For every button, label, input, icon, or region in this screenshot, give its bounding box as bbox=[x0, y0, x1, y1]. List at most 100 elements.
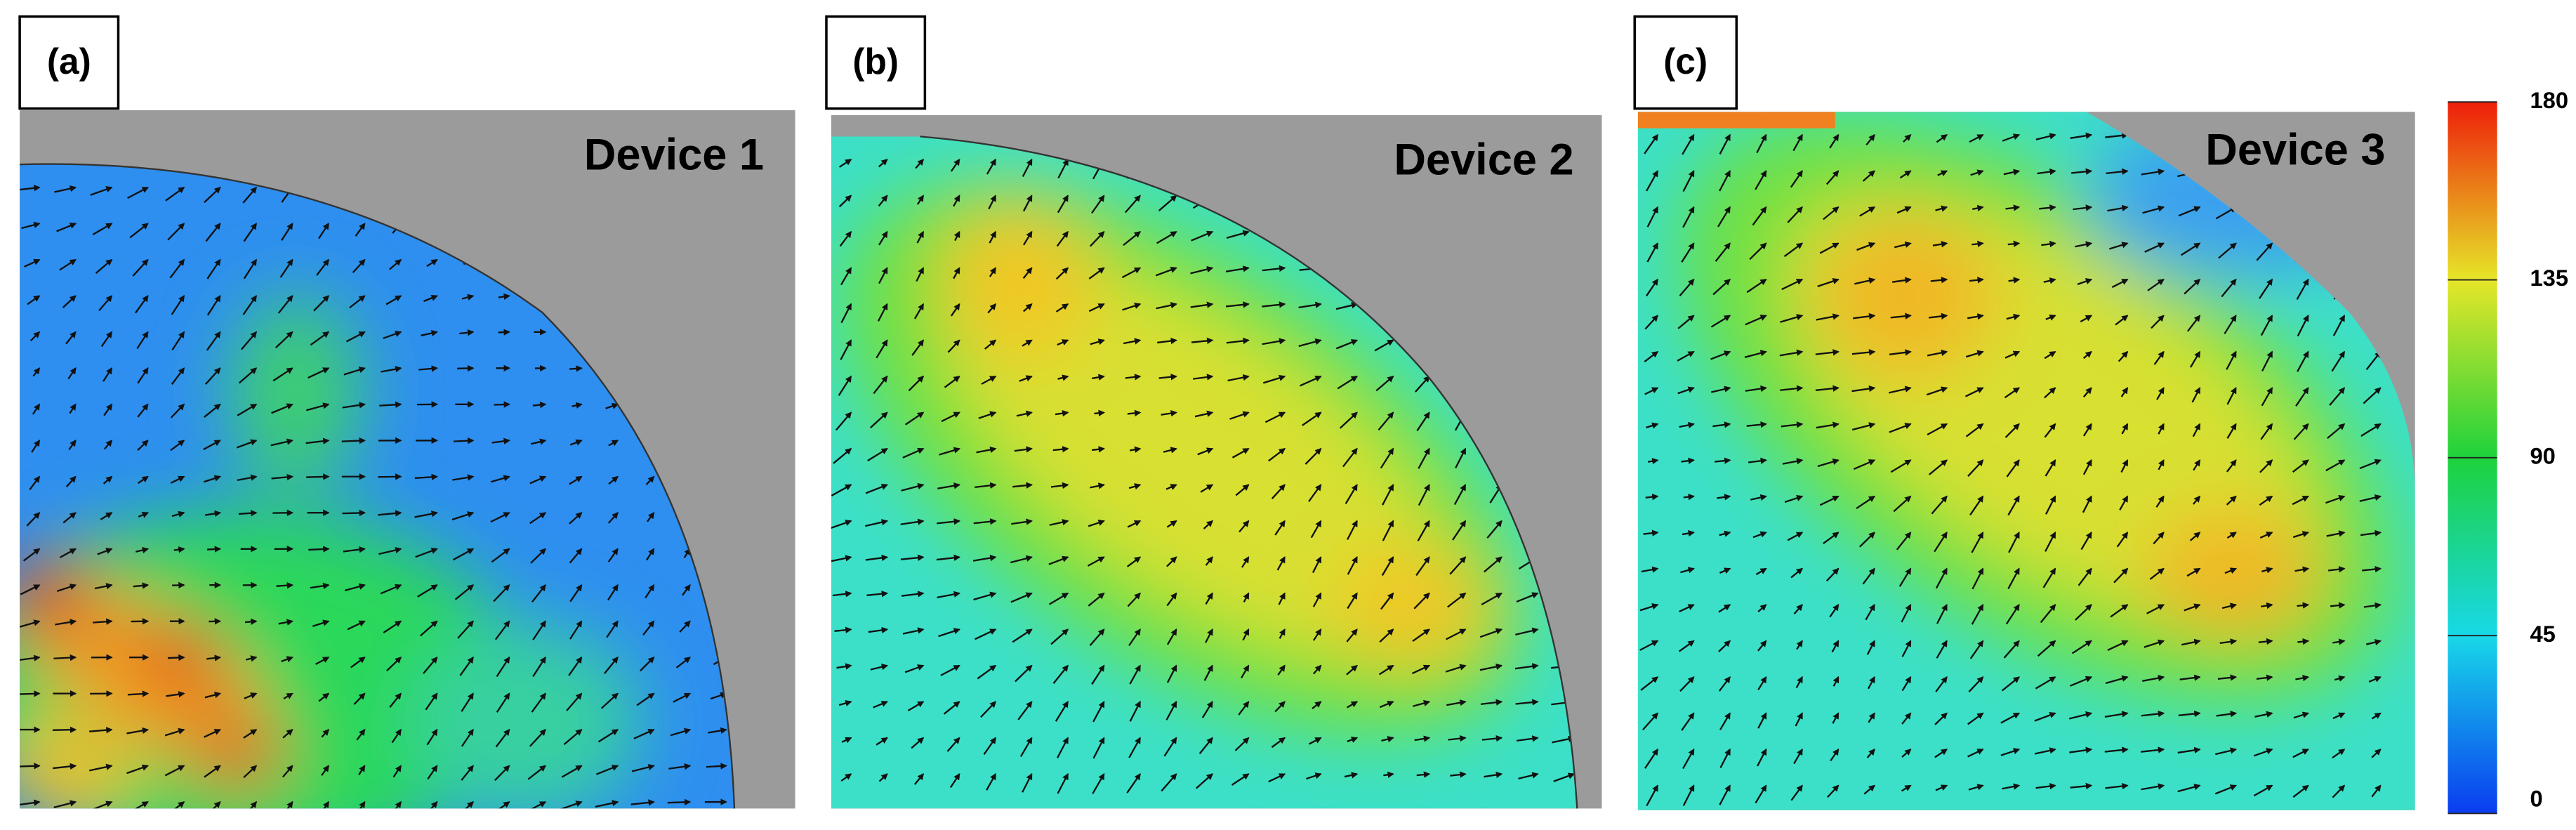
vector-arrow bbox=[2080, 531, 2092, 551]
vector-arrow bbox=[2295, 387, 2309, 407]
vector-arrow bbox=[1157, 337, 1177, 345]
vector-arrow bbox=[1644, 315, 1659, 330]
vector-arrow bbox=[2362, 565, 2382, 573]
vector-arrow bbox=[459, 329, 475, 336]
vector-arrow bbox=[2359, 459, 2382, 470]
vector-arrow bbox=[59, 258, 77, 271]
vector-arrow bbox=[986, 158, 997, 175]
vector-arrow bbox=[103, 367, 113, 382]
vector-arrow bbox=[308, 367, 330, 379]
vector-arrow bbox=[1898, 567, 1912, 587]
vector-arrow bbox=[911, 737, 925, 749]
vector-arrow bbox=[92, 618, 113, 625]
vector-arrow bbox=[1516, 592, 1539, 602]
vector-arrow bbox=[32, 367, 41, 377]
vector-arrow bbox=[916, 267, 925, 282]
vector-arrow bbox=[986, 772, 997, 791]
vector-arrow bbox=[569, 475, 583, 485]
vector-arrow bbox=[1022, 339, 1033, 347]
vector-arrow bbox=[68, 439, 77, 451]
vector-arrow bbox=[1010, 592, 1033, 603]
vector-arrow bbox=[2075, 241, 2093, 248]
vector-arrow bbox=[1858, 532, 1875, 548]
vector-arrow bbox=[2259, 495, 2273, 506]
vector-arrow bbox=[2226, 350, 2237, 370]
vector-arrow bbox=[1965, 350, 1984, 358]
vector-arrow bbox=[494, 401, 510, 408]
vector-arrow bbox=[137, 367, 149, 384]
vector-arrow bbox=[1779, 349, 1804, 357]
vector-arrow bbox=[595, 765, 619, 775]
vector-arrow bbox=[840, 267, 852, 286]
vector-arrow bbox=[2363, 602, 2382, 609]
vector-arrow bbox=[1090, 338, 1105, 345]
vector-arrow bbox=[2292, 531, 2310, 539]
vector-arrow bbox=[95, 258, 113, 275]
vector-arrow bbox=[244, 801, 258, 809]
vector-arrow bbox=[2215, 747, 2238, 756]
vector-arrow bbox=[838, 159, 852, 168]
vector-arrow bbox=[31, 439, 41, 453]
vector-arrow bbox=[1156, 302, 1177, 310]
vector-arrow bbox=[2334, 675, 2346, 682]
colorbar-tick-label: 90 bbox=[2530, 442, 2555, 468]
vector-arrow bbox=[1936, 603, 1948, 624]
vector-arrow bbox=[206, 331, 221, 351]
vector-arrow bbox=[531, 584, 546, 603]
vector-arrow bbox=[2365, 350, 2382, 371]
vector-arrow bbox=[2226, 495, 2237, 506]
vector-arrow bbox=[2180, 242, 2201, 256]
vector-arrow bbox=[1780, 314, 1804, 323]
vector-arrow bbox=[1163, 447, 1177, 454]
vector-arrow bbox=[1345, 484, 1358, 505]
vector-arrow bbox=[1383, 771, 1394, 778]
vector-arrow bbox=[597, 729, 619, 743]
vector-arrow bbox=[1088, 303, 1105, 312]
vector-arrow bbox=[164, 727, 185, 737]
vector-arrow bbox=[1234, 737, 1250, 751]
vector-arrow bbox=[2363, 387, 2382, 404]
vector-arrow bbox=[679, 620, 691, 633]
vector-arrow bbox=[916, 195, 925, 205]
vector-arrow bbox=[1022, 772, 1033, 793]
vector-arrow bbox=[870, 664, 889, 671]
vector-arrow bbox=[20, 619, 41, 628]
vector-arrow bbox=[2226, 387, 2237, 405]
vector-arrow bbox=[2105, 675, 2129, 685]
vector-arrow bbox=[636, 692, 655, 706]
vector-arrow bbox=[1416, 411, 1430, 432]
vector-arrow bbox=[1969, 495, 1984, 516]
vector-arrow bbox=[1225, 301, 1250, 308]
vector-arrow bbox=[1121, 267, 1142, 279]
vector-arrow bbox=[2004, 423, 2020, 438]
vector-arrow bbox=[1271, 484, 1286, 499]
vector-arrow bbox=[308, 546, 330, 553]
vector-arrow bbox=[1191, 337, 1214, 344]
vector-arrow bbox=[866, 591, 889, 598]
vector-arrow bbox=[1205, 556, 1213, 566]
vector-arrow bbox=[20, 185, 41, 192]
vector-arrow bbox=[1796, 640, 1803, 650]
vector-arrow bbox=[453, 437, 475, 444]
vector-arrow bbox=[271, 473, 294, 481]
vector-arrow bbox=[1644, 748, 1658, 769]
vector-arrow bbox=[345, 331, 366, 343]
vector-arrow bbox=[204, 729, 221, 738]
vector-arrow bbox=[127, 690, 150, 697]
vector-arrow bbox=[1646, 278, 1658, 297]
vector-arrow bbox=[1645, 494, 1659, 501]
vector-arrow bbox=[902, 447, 925, 459]
vector-arrow bbox=[2141, 710, 2165, 718]
vector-arrow bbox=[1683, 493, 1696, 501]
vector-arrow bbox=[2158, 423, 2165, 435]
vector-arrow bbox=[980, 701, 997, 718]
vector-arrow bbox=[1022, 195, 1033, 212]
vector-arrow bbox=[170, 403, 185, 419]
vector-arrow bbox=[2293, 423, 2309, 440]
vector-arrow bbox=[2153, 350, 2165, 365]
vector-arrow bbox=[1447, 592, 1467, 608]
vector-arrow bbox=[167, 654, 185, 661]
vector-arrow bbox=[461, 765, 474, 781]
vector-arrow bbox=[378, 510, 402, 517]
